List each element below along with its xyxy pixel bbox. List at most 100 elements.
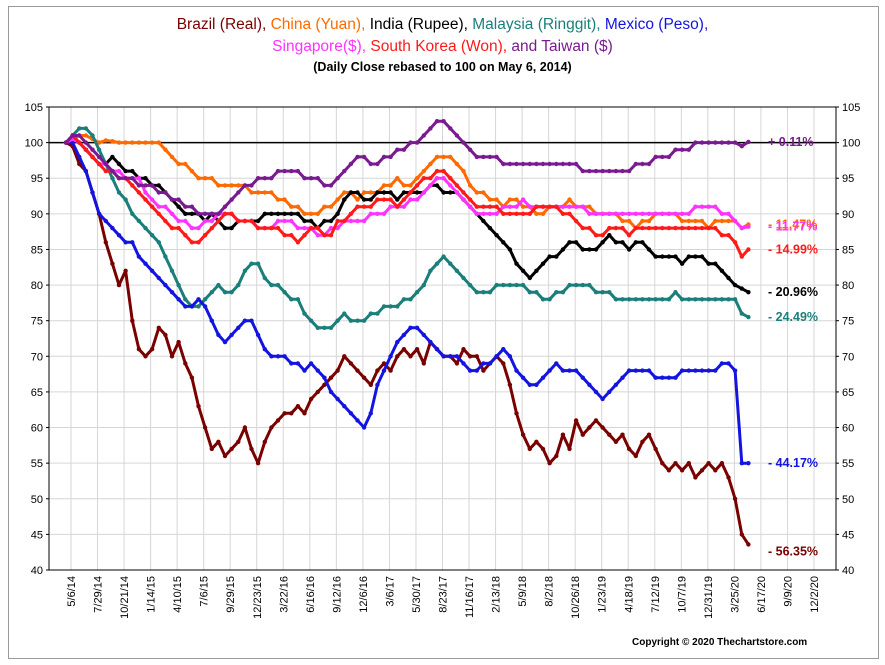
series-point [640,368,645,373]
series-point [136,183,142,188]
series-point [169,225,175,231]
series-point [520,268,526,273]
series-point [467,354,473,359]
series-point [481,211,486,216]
series-point [77,161,82,167]
series-point [673,254,678,259]
series-point [202,304,208,309]
series-point [242,318,248,323]
series-point [169,290,175,295]
series-point [408,354,413,359]
copyright-text: Copyright © 2020 Thechartstore.com [632,637,808,648]
series-point [249,190,254,195]
series-point [626,211,632,216]
series-point [189,225,195,231]
series-point [653,254,658,259]
y-tick-label-left: 40 [31,565,43,577]
series-point [507,204,513,209]
series-point [335,318,340,323]
series-point [732,282,738,288]
series-point [110,176,115,181]
series-point [653,225,658,231]
series-point [302,233,307,238]
series-point [633,161,638,167]
series-point [196,240,201,245]
series-point [315,325,320,330]
series-point [308,396,314,402]
series-point [388,183,393,188]
series-point [560,161,566,167]
series-point [660,211,665,216]
series-point [461,347,466,352]
series-point [96,161,102,167]
series-point [255,190,261,195]
series-point [229,332,234,338]
series-point [242,183,248,188]
series-point [713,218,718,224]
series-point [289,361,294,366]
series-point [428,161,433,167]
series-point [156,211,161,216]
series-point [328,218,334,224]
series-point [501,211,506,216]
series-point [361,318,367,323]
series-point [408,183,413,188]
series-point [600,425,605,430]
series-point [269,354,274,359]
series-point [461,168,466,174]
series-point [706,461,711,466]
series-point [328,233,334,238]
series-point [401,204,407,209]
series-point [255,176,261,181]
series-point [361,204,367,209]
x-tick-label: 8/2/18 [544,576,556,607]
y-tick-label-left: 75 [31,316,43,328]
series-point [375,311,380,316]
series-point [620,211,625,216]
series-point [719,461,725,466]
y-tick-label-right: 90 [842,209,854,221]
y-tick-label-left: 100 [25,138,43,150]
series-point [130,168,135,174]
series-point [620,225,625,231]
series-point [454,190,460,195]
series-point [183,161,188,167]
series-point [249,261,254,266]
series-point [96,154,102,160]
x-tick-label: 4/18/19 [623,576,635,613]
series-point [189,204,195,209]
series-point [560,211,566,216]
series-point [679,261,685,266]
series-point [123,197,128,202]
series-point [322,375,327,380]
series-point [600,233,605,238]
series-point [593,389,599,395]
series-point [706,225,711,231]
series-point [547,254,552,259]
series-point [580,375,585,380]
series-point [587,247,592,252]
series-point [428,126,433,131]
series-point [381,304,387,309]
series-point [63,140,69,145]
series-point [202,211,208,216]
title-south-korea: South Korea (Won), [370,38,512,55]
series-point [501,347,506,352]
series-point [646,247,652,252]
series-point [275,225,281,231]
series-point [441,254,446,259]
series-point [236,183,241,188]
series-point [620,297,625,302]
series-point [660,297,665,302]
series-point [633,240,638,245]
x-tick-label: 7/6/15 [199,576,211,607]
series-point [236,439,241,444]
series-point [202,297,208,302]
x-tick-label: 5/6/14 [66,576,78,607]
series-point [626,446,632,452]
series-point [96,147,102,152]
series-point [699,204,705,209]
series-end-label: - 44.17% [768,456,818,470]
y-tick-label-left: 85 [31,244,43,256]
series-point [388,204,393,209]
